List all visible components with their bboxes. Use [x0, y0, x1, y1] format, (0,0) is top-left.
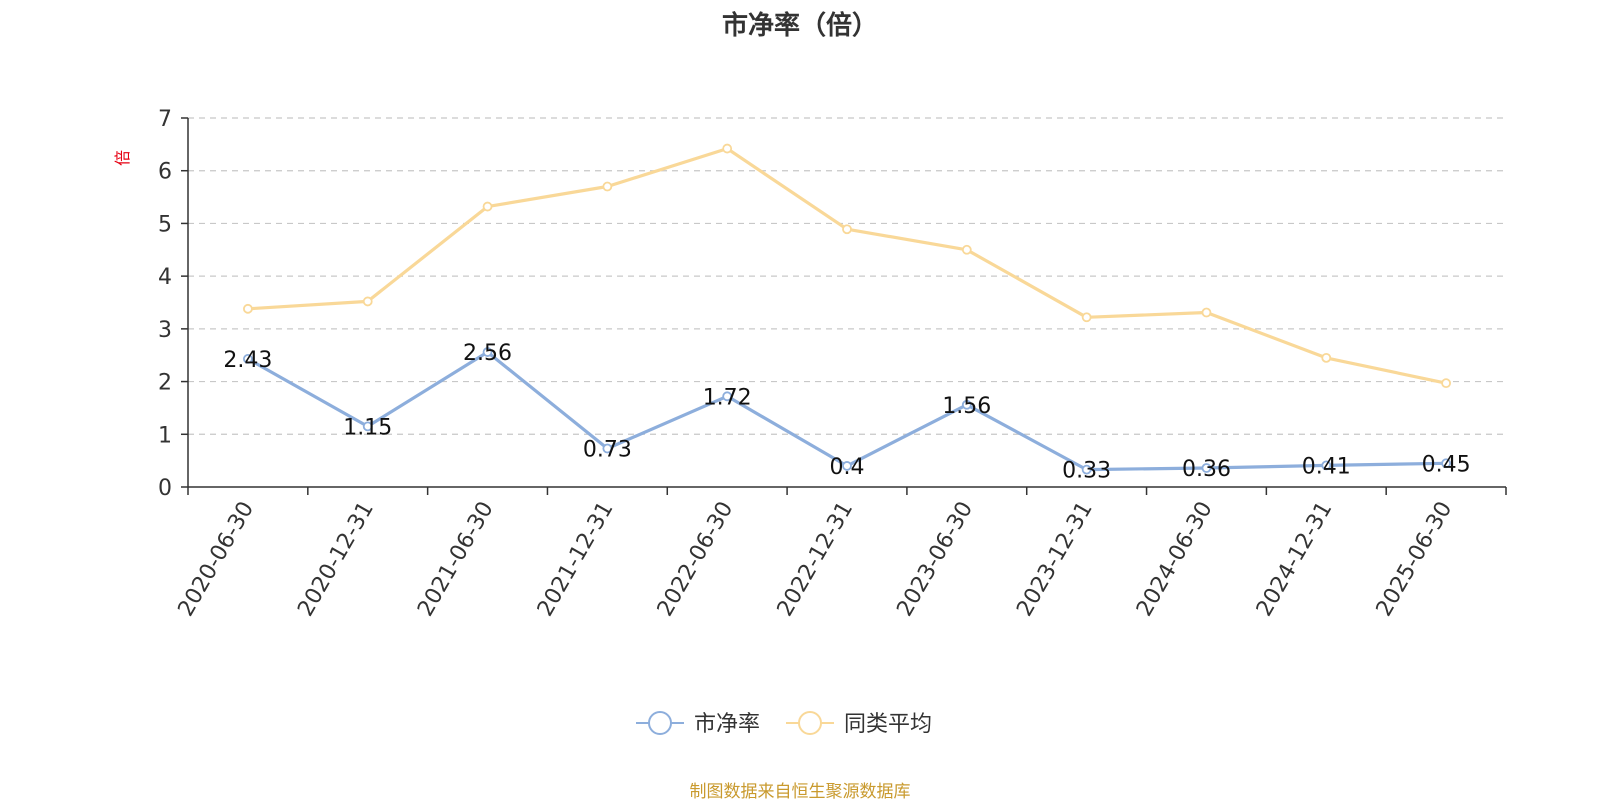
- x-tick-label: 2024-06-30: [1132, 498, 1218, 621]
- x-tick-label: 2022-06-30: [653, 498, 739, 621]
- x-tick-label: 2022-12-31: [773, 498, 859, 621]
- pb-data-point[interactable]: [482, 347, 493, 357]
- pb-data-label: 2.43: [223, 348, 272, 373]
- pb-data-label: 0.41: [1302, 454, 1351, 479]
- legend[interactable]: 市净率 同类平均: [636, 711, 932, 737]
- x-tick-label: 2020-06-30: [174, 498, 260, 621]
- pb-data-label: 1.72: [703, 385, 752, 410]
- y-tick-label: 0: [158, 476, 172, 501]
- pb-data-label: 0.45: [1422, 452, 1471, 477]
- pb-data-point[interactable]: [1441, 458, 1451, 469]
- pb-data-point[interactable]: [1201, 463, 1212, 473]
- y-tick-label: 7: [158, 107, 172, 132]
- pb-data-point[interactable]: [602, 443, 613, 454]
- pb-data-label: 1.15: [343, 415, 392, 440]
- x-tick-label: 2024-12-31: [1252, 498, 1338, 621]
- data-labels: 2.43 1.15 2.56 0.73 1.72 0.4 1.56 0.33 0.36 0.41 0…: [223, 341, 1470, 484]
- pb-data-label: 2.56: [463, 341, 512, 366]
- y-tick-label: 2: [158, 371, 172, 396]
- x-tick-label: 2021-06-30: [413, 497, 499, 620]
- grid-lines: [188, 117, 1506, 435]
- avg-data-point[interactable]: [1321, 352, 1332, 363]
- legend-circle-icon: [648, 711, 672, 735]
- y-axis-unit: 倍: [113, 150, 132, 166]
- chart-title: 市净率（倍）: [722, 10, 878, 41]
- pb-data-label: 0.33: [1062, 459, 1111, 484]
- pb-data-point[interactable]: [961, 399, 972, 410]
- series-lines: [243, 143, 1451, 475]
- avg-data-point[interactable]: [722, 143, 733, 154]
- pb-data-point[interactable]: [243, 354, 253, 364]
- avg-data-point[interactable]: [1441, 378, 1451, 389]
- y-tick-label: 6: [158, 160, 172, 185]
- x-tick-label: 2023-06-30: [892, 497, 978, 620]
- pb-data-label: 0.4: [830, 455, 865, 480]
- pb-data-point[interactable]: [362, 421, 373, 432]
- pb-series-line: [246, 350, 1448, 472]
- legend-label: 市净率: [694, 712, 760, 737]
- avg-data-point[interactable]: [243, 303, 253, 314]
- pb-data-label: 0.36: [1182, 457, 1231, 482]
- pb-data-point[interactable]: [1081, 464, 1092, 475]
- avg-data-point[interactable]: [602, 181, 613, 192]
- y-tick-label: 5: [158, 212, 172, 237]
- source-note: 制图数据来自恒生聚源数据库: [690, 782, 911, 800]
- y-tick-label: 3: [158, 318, 172, 343]
- pb-data-label: 0.73: [583, 438, 632, 463]
- x-tick-label: 2020-12-31: [293, 498, 379, 621]
- pb-data-point[interactable]: [722, 391, 733, 402]
- avg-data-point[interactable]: [961, 244, 972, 255]
- legend-item-pb[interactable]: 市净率: [636, 711, 760, 737]
- avg-data-point[interactable]: [362, 296, 373, 307]
- legend-label: 同类平均: [844, 712, 932, 737]
- x-tick-label: 2023-12-31: [1012, 498, 1098, 621]
- avg-series-line: [246, 147, 1448, 385]
- axes: 0 1 2 3 4 5 6 7 2020-06-30 2020-12-31 2021-06-30 20…: [158, 107, 1507, 621]
- pb-data-label: 1.56: [942, 394, 991, 419]
- avg-data-point[interactable]: [1201, 307, 1212, 318]
- pb-data-point[interactable]: [1321, 460, 1332, 471]
- pb-data-point[interactable]: [842, 461, 852, 471]
- legend-circle-icon: [798, 711, 822, 735]
- avg-data-point[interactable]: [482, 201, 493, 212]
- legend-item-avg[interactable]: 同类平均: [786, 711, 932, 737]
- y-tick-label: 4: [158, 265, 172, 290]
- x-tick-label: 2021-12-31: [533, 498, 619, 621]
- avg-data-point[interactable]: [842, 224, 852, 235]
- avg-data-point[interactable]: [1081, 312, 1092, 323]
- y-tick-label: 1: [158, 423, 172, 448]
- x-tick-label: 2025-06-30: [1372, 498, 1458, 621]
